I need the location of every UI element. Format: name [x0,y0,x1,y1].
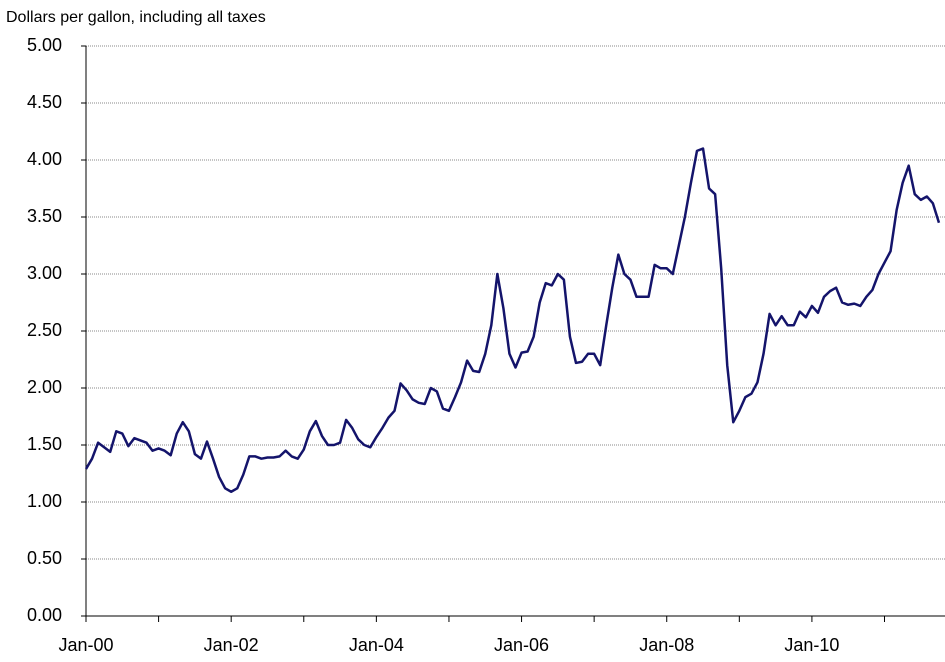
y-tick-label: 2.00 [27,377,62,397]
x-tick-label: Jan-00 [58,635,113,655]
x-tick-label: Jan-06 [494,635,549,655]
y-axis-label: Dollars per gallon, including all taxes [6,9,266,26]
x-tick-label: Jan-08 [639,635,694,655]
y-tick-label: 0.00 [27,605,62,625]
y-tick-label: 4.00 [27,149,62,169]
y-tick-label: 0.50 [27,548,62,568]
x-tick-label: Jan-02 [204,635,259,655]
x-tick-label: Jan-10 [784,635,839,655]
y-tick-label: 2.50 [27,320,62,340]
y-tick-label: 1.50 [27,434,62,454]
y-tick-label: 3.00 [27,263,62,283]
y-tick-label: 4.50 [27,92,62,112]
y-tick-label: 5.00 [27,35,62,55]
x-tick-label: Jan-04 [349,635,404,655]
y-tick-label: 1.00 [27,491,62,511]
price-line [84,147,941,493]
y-tick-label: 3.50 [27,206,62,226]
